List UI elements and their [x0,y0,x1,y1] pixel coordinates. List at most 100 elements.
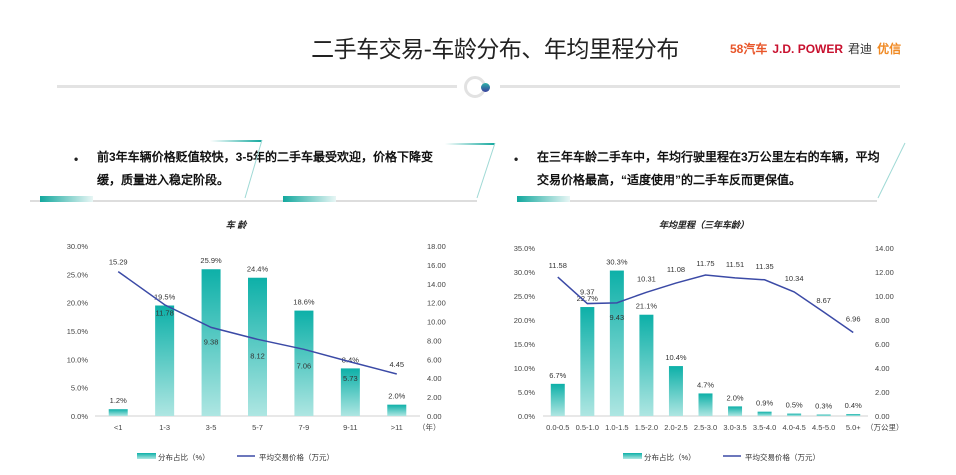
divider-left [57,85,457,88]
price-label: 11.08 [667,265,685,274]
left-axis-tick: 0.0% [518,412,535,421]
logo-jundi: 君迪 [848,42,873,56]
x-axis-tick: 5-7 [252,423,263,432]
price-line [117,270,397,375]
partner-logos: 58汽车 J.D. POWER 君迪 优信 [730,40,901,57]
box-bottom-line [272,200,477,202]
bar-label: 6.7% [549,371,566,380]
logo-58: 58汽车 [730,42,768,56]
price-label: 7.06 [297,361,312,370]
bar [698,393,713,416]
price-label: 15.29 [109,258,128,267]
bar [728,406,743,416]
x-axis-tick: 3.5-4.0 [753,423,776,432]
price-label: 9.37 [580,288,595,297]
insight-line: 在三年车龄二手车中，年均行驶里程在3万公里左右的车辆，平均 [537,150,880,164]
left-axis-tick: 30.0% [514,268,536,277]
bar [639,314,654,416]
box-accent-top [210,140,262,142]
right-axis-tick: 14.00 [875,244,894,253]
bar-label: 0.3% [815,402,832,411]
left-axis-tick: 5.0% [518,388,535,397]
x-axis-unit: （万公里） [866,423,904,432]
bullet: • [514,152,519,166]
left-axis-tick: 10.0% [514,364,536,373]
price-label: 11.51 [726,260,744,269]
right-axis-tick: 12.00 [427,299,446,308]
price-label: 5.73 [343,374,358,383]
legend-bar-label: 分布占比（%） [644,452,696,462]
right-axis-tick: 10.00 [875,292,894,301]
left-axis-tick: 20.0% [67,299,89,308]
right-axis-tick: 16.00 [427,261,446,270]
right-axis-tick: 6.00 [875,340,890,349]
bar-label: 4.7% [697,380,714,389]
divider-right [500,85,900,88]
x-axis-tick: 5.0+ [846,423,861,432]
right-axis-tick: 4.00 [875,364,890,373]
legend-bar-swatch [137,453,156,459]
bar-label: 24.4% [247,265,269,274]
legend-line-label: 平均交易价格（万元） [745,452,820,462]
insight-text-2: 在三年车龄二手车中，年均行驶里程在3万公里左右的车辆，平均 交易价格最高，“适度… [537,146,880,192]
x-axis-tick: 3-5 [206,423,217,432]
bar-label: 21.1% [636,302,658,311]
left-axis-tick: 35.0% [514,244,536,253]
bar [609,270,624,416]
bar-label: 8.4% [342,355,359,364]
legend-bar-swatch [623,453,642,459]
bar-label: 0.4% [845,401,862,410]
left-axis-tick: 0.0% [71,412,88,421]
bar-label: 25.9% [200,256,222,265]
left-axis-tick: 25.0% [67,270,89,279]
box-accent-top [445,143,495,145]
bar [201,269,221,416]
insight-text-1: 前3年车辆价格贬值较快，3-5年的二手车最受欢迎，价格下降变 缓，质量进入稳定阶… [97,146,433,192]
legend-line-label: 平均交易价格（万元） [259,452,334,462]
bar [846,414,861,416]
bar [340,368,360,416]
insight-line: 交易价格最高，“适度使用”的二手车反而更保值。 [537,173,802,187]
chart-title: 车 龄 [226,220,249,230]
box-bottom-line [517,200,877,202]
right-axis-tick: 14.00 [427,280,446,289]
bar [387,404,407,416]
bar-label: 1.2% [110,396,127,405]
x-axis-tick: 9-11 [343,423,357,432]
right-axis-tick: 6.00 [427,355,442,364]
x-axis-tick: 4.0-4.5 [782,423,805,432]
x-axis-tick: <1 [114,423,123,432]
bar-label: 30.3% [606,258,628,267]
bar [787,413,802,416]
bar-label: 0.5% [786,401,803,410]
bar-label: 2.0% [726,393,743,402]
price-label: 10.31 [637,274,656,283]
x-axis-tick: 1.5-2.0 [635,423,658,432]
bullet: • [74,152,79,166]
x-axis-tick: 1-3 [159,423,170,432]
bar [580,307,595,416]
x-axis-tick: >11 [391,423,403,432]
bar-label: 10.4% [665,353,687,362]
x-axis-tick: 2.5-3.0 [694,423,717,432]
left-axis-tick: 15.0% [514,340,536,349]
box-bottom-line [30,200,440,202]
right-axis-tick: 0.00 [427,412,442,421]
bar [248,277,267,416]
divider-dot-icon [481,83,490,92]
x-axis-tick: 2.0-2.5 [664,423,687,432]
bar [757,411,772,416]
box-accent [40,196,93,202]
price-label: 9.43 [610,313,625,322]
box-accent [517,196,570,202]
x-axis-tick: 0.0-0.5 [546,423,569,432]
bar-label: 2.0% [388,392,405,401]
left-axis-tick: 30.0% [67,242,89,251]
bar [155,305,175,416]
price-label: 9.38 [204,337,219,346]
left-axis-tick: 10.0% [67,355,89,364]
right-axis-tick: 18.00 [427,242,446,251]
